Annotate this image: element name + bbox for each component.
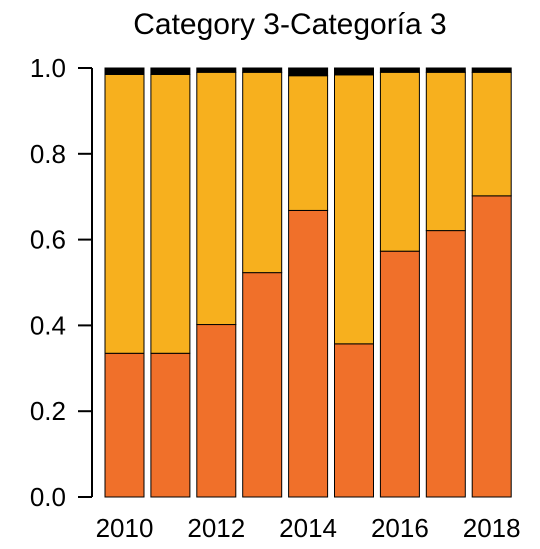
bar-segment-2015-2 bbox=[334, 67, 374, 76]
bar-segment-2016-1 bbox=[379, 71, 420, 252]
bar-segment-2017-1 bbox=[425, 71, 466, 232]
bar-segment-2016-2 bbox=[379, 67, 420, 73]
bar-segment-2012-2 bbox=[196, 67, 237, 73]
x-axis: 2010 2012 2014 2016 2018 bbox=[96, 513, 521, 543]
bars bbox=[104, 67, 512, 498]
bar-segment-2014-2 bbox=[288, 67, 329, 77]
bar-segment-2011-2 bbox=[150, 67, 191, 75]
y-tick-label: 0.0 bbox=[30, 482, 66, 512]
bar-segment-2014-0 bbox=[288, 209, 329, 498]
x-tick-label: 2016 bbox=[371, 513, 429, 543]
bar-segment-2016-0 bbox=[379, 250, 420, 498]
bar-segment-2012-1 bbox=[196, 71, 237, 326]
y-axis: 0.0 0.2 0.4 0.6 0.8 1.0 bbox=[30, 53, 93, 512]
bar-segment-2017-2 bbox=[425, 67, 466, 73]
bar-segment-2011-0 bbox=[150, 352, 191, 498]
chart-title: Category 3-Categoría 3 bbox=[133, 8, 447, 41]
bar-segment-2012-0 bbox=[196, 324, 237, 498]
bar-segment-2015-1 bbox=[334, 74, 374, 345]
bar-segment-2013-2 bbox=[242, 67, 283, 73]
bar-segment-2013-1 bbox=[242, 71, 283, 274]
bar-segment-2010-1 bbox=[104, 73, 145, 354]
y-tick-label: 0.6 bbox=[30, 225, 66, 255]
y-tick-label: 0.2 bbox=[30, 396, 66, 426]
bar-segment-2015-0 bbox=[334, 343, 374, 498]
y-tick-label: 1.0 bbox=[30, 53, 66, 83]
y-tick-label: 0.8 bbox=[30, 139, 66, 169]
bar-segment-2013-0 bbox=[242, 272, 283, 498]
x-tick-label: 2018 bbox=[463, 513, 521, 543]
x-tick-label: 2014 bbox=[279, 513, 337, 543]
bar-segment-2010-2 bbox=[104, 67, 145, 75]
bar-segment-2018-2 bbox=[471, 67, 512, 73]
bar-segment-2014-1 bbox=[288, 75, 329, 211]
bar-segment-2017-0 bbox=[425, 230, 466, 498]
bar-segment-2011-1 bbox=[150, 73, 191, 354]
x-tick-label: 2010 bbox=[96, 513, 154, 543]
x-tick-label: 2012 bbox=[187, 513, 245, 543]
bar-segment-2018-0 bbox=[471, 195, 512, 498]
bar-segment-2010-0 bbox=[104, 352, 145, 498]
bar-segment-2018-1 bbox=[471, 71, 512, 197]
y-tick-label: 0.4 bbox=[30, 310, 66, 340]
